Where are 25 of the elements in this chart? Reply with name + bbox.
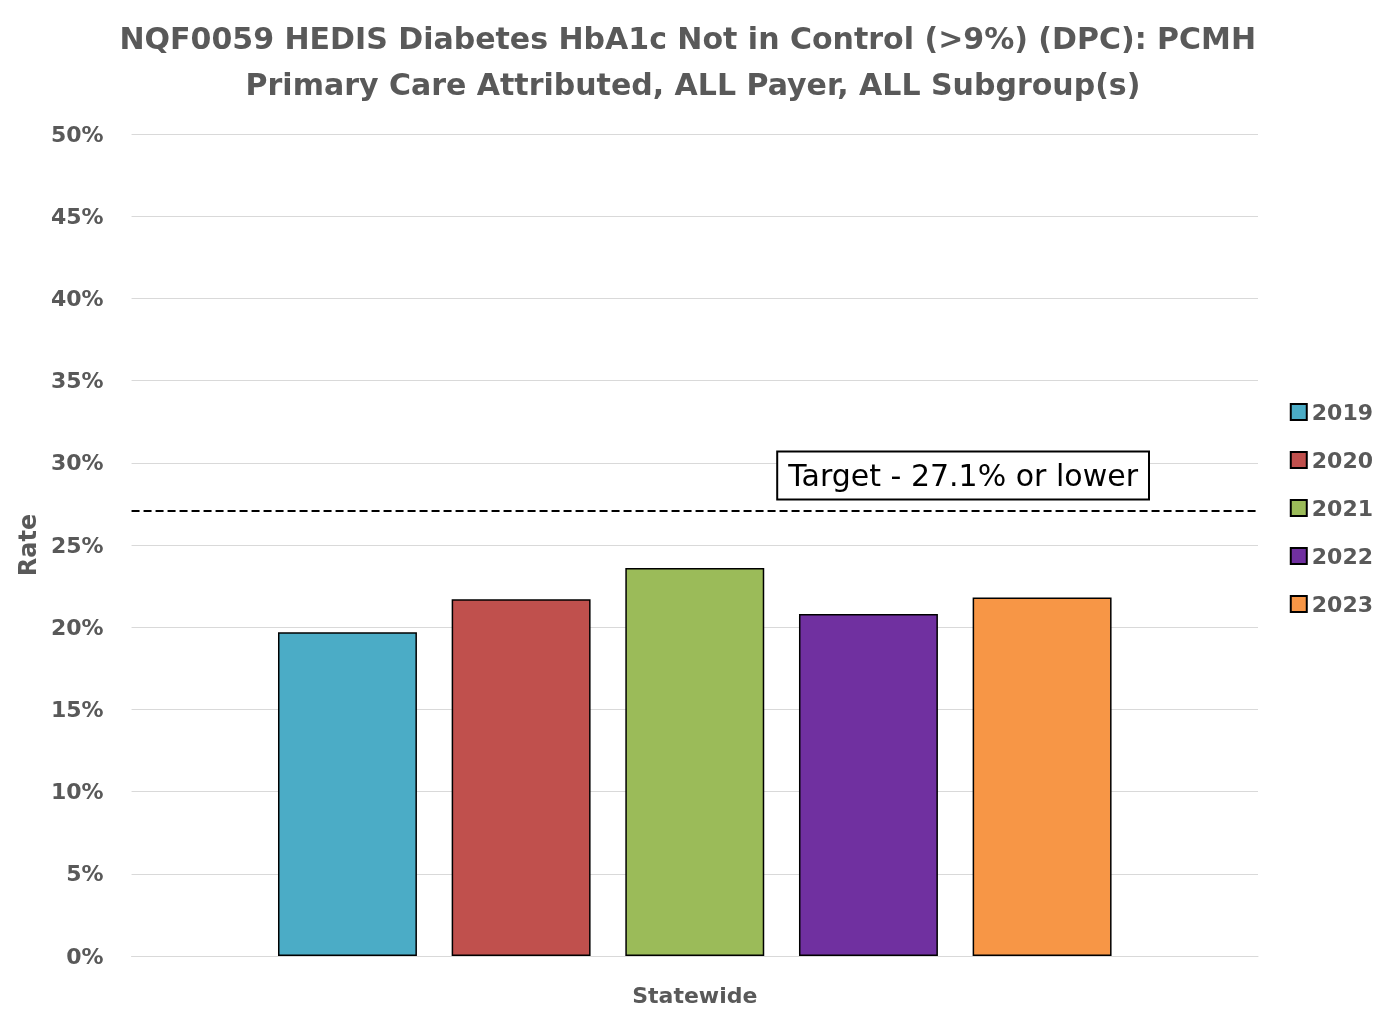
y-axis-title: Rate xyxy=(14,513,42,577)
legend-label: 2023 xyxy=(1311,591,1373,617)
y-tick-label: 25% xyxy=(50,532,104,558)
legend-label: 2022 xyxy=(1311,543,1373,569)
y-tick-label: 20% xyxy=(50,614,104,640)
bar xyxy=(451,599,591,956)
chart-title: NQF0059 HEDIS Diabetes HbA1c Not in Control (>9%) (DPC): PCMH Primary Care Attributed, ALL Payer, ALL Subgroup(s) xyxy=(119,20,1267,102)
y-tick-label: 30% xyxy=(50,450,104,476)
legend-label: 2019 xyxy=(1311,399,1373,425)
y-tick-label: 15% xyxy=(50,696,104,722)
x-tick-label: Statewide xyxy=(632,982,758,1008)
y-tick-label: 35% xyxy=(50,368,104,394)
y-tick-label: 50% xyxy=(50,121,104,147)
legend-label: 2021 xyxy=(1311,495,1373,521)
ref-line-label: Target - 27.1% or lower xyxy=(787,457,1139,493)
legend-label: 2020 xyxy=(1311,447,1373,473)
y-tick-label: 40% xyxy=(50,285,104,311)
bar xyxy=(972,597,1112,956)
y-tick-label: 5% xyxy=(66,861,104,887)
y-tick-label: 45% xyxy=(50,203,104,229)
y-tick-label: 0% xyxy=(66,943,104,969)
bar xyxy=(798,614,938,956)
bar xyxy=(278,632,417,956)
y-tick-label: 10% xyxy=(50,779,104,805)
bar xyxy=(625,568,765,956)
